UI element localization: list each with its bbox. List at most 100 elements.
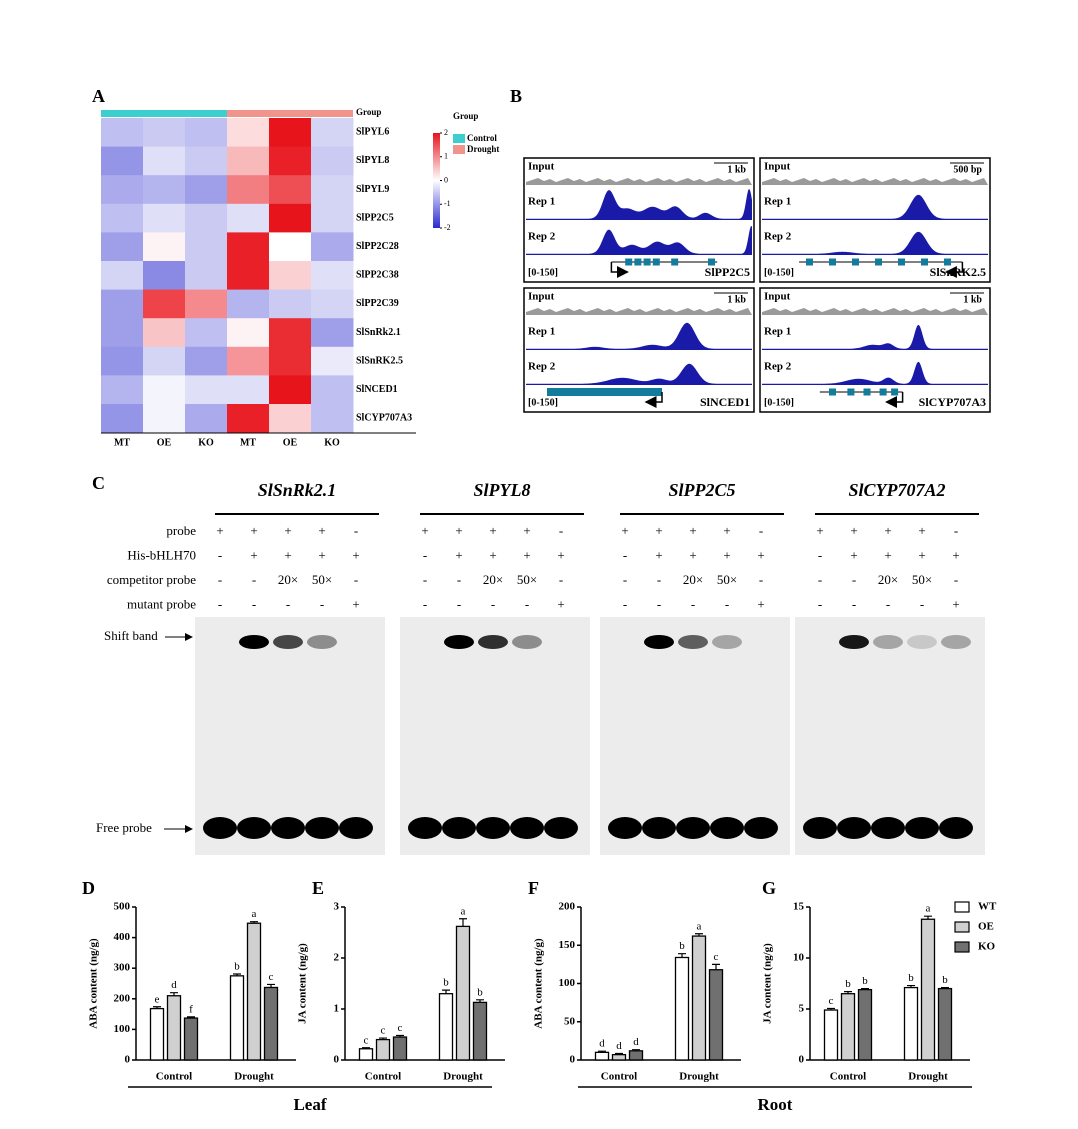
lane-symbol: - bbox=[320, 596, 324, 611]
lane-symbol: - bbox=[354, 523, 358, 538]
x-tick-label: Drought bbox=[908, 1071, 948, 1083]
lane-symbol: 50× bbox=[312, 572, 332, 587]
shift-band bbox=[907, 635, 937, 649]
free-band bbox=[476, 817, 510, 839]
heatmap-cell bbox=[311, 289, 354, 319]
lane-symbol: - bbox=[218, 572, 222, 587]
heatmap-cell bbox=[185, 175, 228, 205]
track-label: Rep 1 bbox=[528, 196, 555, 208]
lane-symbol: - bbox=[252, 596, 256, 611]
significance-letter: c bbox=[381, 1025, 386, 1037]
gene-label: SlPYL8 bbox=[356, 155, 389, 166]
tss-arrow bbox=[644, 392, 663, 408]
bar bbox=[903, 986, 919, 1061]
emsa-gene: SlSnRk2.1 bbox=[258, 480, 337, 500]
lane-symbol: - bbox=[457, 572, 461, 587]
bar bbox=[594, 1051, 610, 1061]
significance-letter: b bbox=[679, 940, 685, 952]
heatmap-cell bbox=[185, 404, 228, 434]
lane-symbol: + bbox=[850, 547, 857, 562]
bar bbox=[840, 993, 856, 1061]
lane-symbol: - bbox=[252, 572, 256, 587]
heatmap-cell bbox=[143, 203, 186, 233]
column-label: OE bbox=[157, 437, 172, 448]
exon bbox=[652, 258, 660, 266]
bar bbox=[691, 935, 707, 1061]
y-tick-label: 1 bbox=[334, 1003, 340, 1015]
error-bar bbox=[267, 983, 275, 988]
lane-symbol: + bbox=[723, 523, 730, 538]
lane-symbol: + bbox=[655, 523, 662, 538]
lane-symbol: - bbox=[818, 547, 822, 562]
shift-band bbox=[644, 635, 674, 649]
scale-label: 1 kb bbox=[727, 294, 746, 305]
chip-trace bbox=[526, 322, 752, 350]
gel bbox=[600, 617, 790, 855]
gene-label: SlPYL9 bbox=[356, 184, 389, 195]
emsa-gene: SlPYL8 bbox=[474, 480, 531, 500]
shift-band bbox=[444, 635, 474, 649]
track-gene: SlPP2C5 bbox=[705, 265, 750, 279]
x-tick-label: Control bbox=[830, 1071, 866, 1083]
panel-label: E bbox=[312, 878, 324, 898]
bar bbox=[263, 986, 279, 1061]
bar bbox=[611, 1053, 627, 1061]
significance-letter: c bbox=[829, 995, 834, 1007]
heatmap-cell bbox=[311, 203, 354, 233]
track-label: Rep 1 bbox=[764, 326, 791, 338]
lane-symbol: - bbox=[423, 547, 427, 562]
y-axis-label: JA content (ng/g) bbox=[297, 943, 309, 1024]
group-bar bbox=[269, 110, 311, 117]
heatmap-cell bbox=[227, 404, 270, 434]
heatmap-cell bbox=[185, 118, 228, 148]
heatmap-cell bbox=[143, 404, 186, 434]
shift-band bbox=[712, 635, 742, 649]
x-tick-label: Drought bbox=[443, 1071, 483, 1083]
lane-symbol: + bbox=[884, 547, 891, 562]
shift-band bbox=[239, 635, 269, 649]
heatmap-cell bbox=[269, 261, 312, 291]
lane-symbol: - bbox=[852, 572, 856, 587]
free-band bbox=[803, 817, 837, 839]
significance-letter: e bbox=[155, 993, 160, 1005]
bar bbox=[823, 1009, 839, 1061]
significance-letter: b bbox=[477, 986, 483, 998]
significance-letter: c bbox=[714, 951, 719, 963]
heatmap-cell bbox=[311, 318, 354, 348]
bar bbox=[246, 922, 262, 1061]
track-gene: SlCYP707A3 bbox=[919, 395, 986, 409]
track-label: Rep 2 bbox=[528, 231, 556, 243]
lane-symbol: - bbox=[623, 572, 627, 587]
free-band bbox=[744, 817, 778, 839]
shift-band bbox=[273, 635, 303, 649]
heatmap-cell bbox=[269, 404, 312, 434]
gel bbox=[400, 617, 590, 855]
gene-label: SlPP2C5 bbox=[356, 212, 394, 223]
exon bbox=[625, 258, 633, 266]
heatmap-cell bbox=[227, 203, 270, 233]
heatmap-cell bbox=[311, 175, 354, 205]
lane-symbol: - bbox=[852, 596, 856, 611]
lane-symbol: - bbox=[457, 596, 461, 611]
x-tick-label: Control bbox=[601, 1071, 637, 1083]
heatmap-cell bbox=[227, 118, 270, 148]
y-tick-label: 200 bbox=[559, 901, 576, 913]
y-tick-label: 300 bbox=[114, 962, 131, 974]
error-bar bbox=[924, 915, 932, 920]
bar bbox=[472, 1001, 488, 1061]
gene-label: SlPP2C39 bbox=[356, 298, 399, 309]
shift-label: Shift band bbox=[104, 628, 158, 643]
exon bbox=[879, 388, 887, 396]
emsa-gene: SlCYP707A2 bbox=[848, 480, 945, 500]
error-bar bbox=[250, 921, 258, 924]
y-tick-label: 0 bbox=[125, 1054, 131, 1066]
scale-tick-label: 2 bbox=[444, 128, 448, 137]
heatmap-cell bbox=[227, 289, 270, 319]
heatmap-cell bbox=[101, 346, 144, 376]
chip-trace bbox=[762, 361, 988, 385]
chip-trace bbox=[762, 324, 988, 350]
track-label: Rep 1 bbox=[528, 326, 555, 338]
lane-symbol: - bbox=[623, 596, 627, 611]
lane-symbol: + bbox=[455, 547, 462, 562]
y-axis-label: ABA content (ng/g) bbox=[533, 938, 545, 1029]
